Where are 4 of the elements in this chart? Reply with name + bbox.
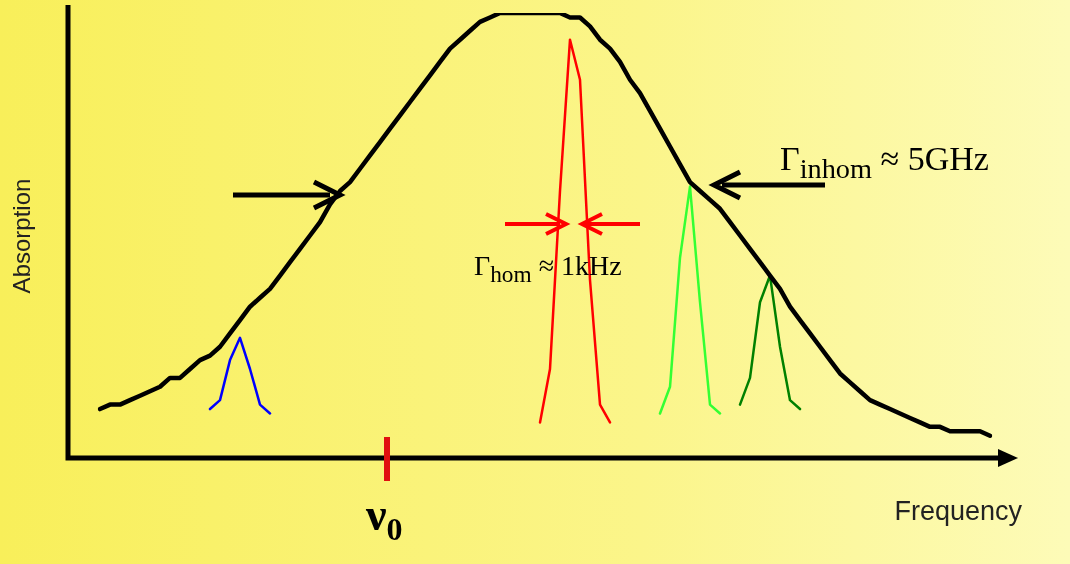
annotation: Γ$_{inhom}$ ≈ 5GHz [780,140,989,185]
x-axis-title: Frequency [894,496,1022,527]
y-axis-title: Absorption [8,177,36,296]
text: ν$_{0}$ [366,488,403,549]
